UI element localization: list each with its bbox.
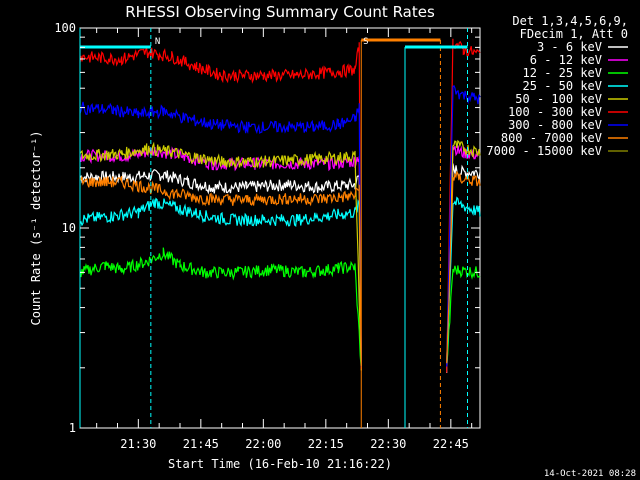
series-line-100-300-kev bbox=[79, 38, 481, 373]
legend-header-1: Det 1,3,4,5,6,9, bbox=[512, 14, 628, 28]
legend-label: 6 - 12 keV bbox=[530, 53, 602, 67]
state-flag-n: N bbox=[155, 37, 160, 47]
legend-label: 3 - 6 keV bbox=[537, 40, 602, 54]
legend-label: 25 - 50 keV bbox=[523, 79, 602, 93]
state-flag-s: S bbox=[363, 37, 368, 47]
legend-label: 7000 - 15000 keV bbox=[486, 144, 602, 158]
x-axis-label: Start Time (16-Feb-10 21:16:22) bbox=[168, 457, 392, 471]
y-tick-label: 10 bbox=[62, 221, 76, 235]
legend-header-2: FDecim 1, Att 0 bbox=[520, 27, 628, 41]
chart-title: RHESSI Observing Summary Count Rates bbox=[125, 3, 435, 21]
x-tick-label: 22:15 bbox=[308, 437, 344, 451]
x-tick-label: 22:30 bbox=[370, 437, 406, 451]
series-line-300-800-kev bbox=[79, 84, 481, 367]
axis-ticks: 21:30 21:45 22:00 22:15 22:30 22:45 1 10 100 bbox=[54, 21, 480, 451]
series-line-25-50-kev bbox=[79, 196, 481, 373]
legend-label: 12 - 25 keV bbox=[523, 66, 602, 80]
timestamp: 14-Oct-2021 08:28 bbox=[544, 469, 636, 479]
series-layer bbox=[79, 38, 481, 374]
y-axis-label: Count Rate (s⁻¹ detector⁻¹) bbox=[29, 130, 43, 325]
legend-label: 300 - 800 keV bbox=[508, 118, 602, 132]
legend-label: 800 - 7000 keV bbox=[501, 131, 602, 145]
y-tick-label: 1 bbox=[69, 421, 76, 435]
x-tick-label: 21:30 bbox=[120, 437, 156, 451]
legend-label: 50 - 100 keV bbox=[515, 92, 602, 106]
y-tick-label: 100 bbox=[54, 21, 76, 35]
legend-label: 100 - 300 keV bbox=[508, 105, 602, 119]
x-tick-label: 22:45 bbox=[433, 437, 469, 451]
series-line-800-7000-kev bbox=[79, 170, 481, 367]
x-tick-label: 22:00 bbox=[245, 437, 281, 451]
x-tick-label: 21:45 bbox=[183, 437, 219, 451]
legend: Det 1,3,4,5,6,9,FDecim 1, Att 03 - 6 keV… bbox=[486, 14, 628, 158]
series-line-12-25-kev bbox=[79, 247, 481, 370]
series-line-50-100-kev bbox=[79, 139, 481, 371]
